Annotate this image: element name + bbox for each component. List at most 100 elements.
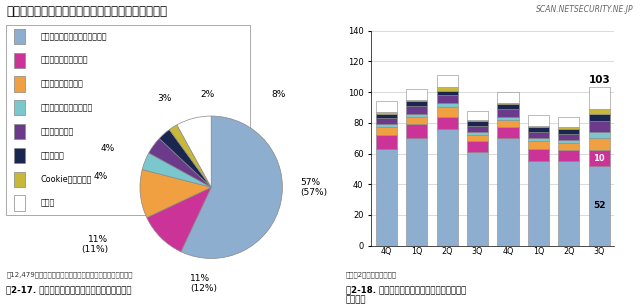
Text: その他: その他 xyxy=(40,199,54,208)
Bar xyxy=(467,120,488,121)
Bar xyxy=(436,117,458,129)
Text: 図2-17. 届出累計の脆弱性がもたらす影響別割合: 図2-17. 届出累計の脆弱性がもたらす影響別割合 xyxy=(6,285,132,294)
Text: なりすまし: なりすまし xyxy=(40,151,64,160)
Bar xyxy=(406,89,428,100)
Bar xyxy=(497,117,518,120)
Text: （12,479件の内訳、グラフの括弧内は前四半期までの数字）: （12,479件の内訳、グラフの括弧内は前四半期までの数字） xyxy=(6,272,133,278)
Bar xyxy=(13,172,26,187)
Text: 2%: 2% xyxy=(200,90,215,99)
Bar xyxy=(376,114,397,118)
Bar xyxy=(589,150,610,166)
Bar xyxy=(436,129,458,246)
Wedge shape xyxy=(147,187,211,252)
Bar xyxy=(13,52,26,68)
Bar xyxy=(528,149,549,161)
Text: 57%
(57%): 57% (57%) xyxy=(300,177,327,197)
Bar xyxy=(558,140,579,143)
Bar xyxy=(376,112,397,114)
Bar xyxy=(406,138,428,246)
Bar xyxy=(467,111,488,120)
Bar xyxy=(558,129,579,134)
Bar xyxy=(406,124,428,138)
Bar xyxy=(467,152,488,246)
Text: 10: 10 xyxy=(593,154,605,163)
Bar xyxy=(497,92,518,103)
Text: データの改ざん、消去: データの改ざん、消去 xyxy=(40,56,88,65)
Bar xyxy=(528,115,549,126)
Wedge shape xyxy=(181,116,282,258)
Text: 103: 103 xyxy=(588,75,610,85)
Text: サーバ内ファイルの漏洩: サーバ内ファイルの漏洩 xyxy=(40,103,93,112)
Bar xyxy=(436,103,458,107)
Text: 4%: 4% xyxy=(100,144,115,153)
Bar xyxy=(13,29,26,44)
Bar xyxy=(376,127,397,135)
Bar xyxy=(558,127,579,129)
Text: 11%
(11%): 11% (11%) xyxy=(81,235,108,254)
Bar xyxy=(467,121,488,126)
Wedge shape xyxy=(177,116,211,187)
Bar xyxy=(558,143,579,150)
Bar xyxy=(589,109,610,114)
Bar xyxy=(589,114,610,121)
Wedge shape xyxy=(159,130,211,187)
Bar xyxy=(13,100,26,115)
Bar xyxy=(558,117,579,127)
Bar xyxy=(528,138,549,141)
Wedge shape xyxy=(170,125,211,187)
Bar xyxy=(497,103,518,104)
Text: 図2-18. 四半期ごとの脆弱性がもたらす影響別
届出件数: 図2-18. 四半期ごとの脆弱性がもたらす影響別 届出件数 xyxy=(346,285,466,304)
Bar xyxy=(436,87,458,91)
Bar xyxy=(376,124,397,127)
Text: 4%: 4% xyxy=(93,172,108,181)
Bar xyxy=(467,132,488,135)
Text: 8%: 8% xyxy=(272,90,286,99)
Bar xyxy=(528,126,549,127)
Bar xyxy=(406,101,428,106)
Bar xyxy=(436,91,458,95)
Text: 個人情報の漏洩: 個人情報の漏洩 xyxy=(40,127,74,136)
Bar xyxy=(528,161,549,246)
Bar xyxy=(558,134,579,140)
Bar xyxy=(589,166,610,246)
Bar xyxy=(13,124,26,139)
Bar xyxy=(376,118,397,124)
Bar xyxy=(406,100,428,101)
Text: ウェブサイトの脆弱性がもたらす影響別の届出状況: ウェブサイトの脆弱性がもたらす影響別の届出状況 xyxy=(6,5,168,17)
Bar xyxy=(497,120,518,127)
Bar xyxy=(467,126,488,132)
Bar xyxy=(497,109,518,117)
Bar xyxy=(436,95,458,103)
Bar xyxy=(558,150,579,161)
Text: SCAN.NETSECURITY.NE.JP: SCAN.NETSECURITY.NE.JP xyxy=(536,5,634,14)
Bar xyxy=(406,106,428,114)
Bar xyxy=(558,161,579,246)
Text: ドメイン情報の挿入: ドメイン情報の挿入 xyxy=(40,80,83,88)
Bar xyxy=(13,148,26,163)
Text: 52: 52 xyxy=(593,201,605,210)
Bar xyxy=(467,141,488,152)
Bar xyxy=(376,149,397,246)
Text: 本物サイト上への偽情報の表示: 本物サイト上への偽情報の表示 xyxy=(40,32,107,41)
Bar xyxy=(589,138,610,150)
Bar xyxy=(436,107,458,117)
Wedge shape xyxy=(140,169,211,218)
Text: （過去2年間の届出内訳）: （過去2年間の届出内訳） xyxy=(346,272,397,278)
Bar xyxy=(376,101,397,112)
Bar xyxy=(528,127,549,132)
Bar xyxy=(376,135,397,149)
Text: Cookie情報の漏洩: Cookie情報の漏洩 xyxy=(40,175,92,184)
Bar xyxy=(406,117,428,124)
Bar xyxy=(467,135,488,141)
Text: 3%: 3% xyxy=(157,94,172,103)
Bar xyxy=(406,114,428,117)
Wedge shape xyxy=(148,138,211,187)
Bar xyxy=(497,104,518,109)
Bar xyxy=(528,132,549,138)
Bar xyxy=(497,127,518,138)
Bar xyxy=(497,138,518,246)
Text: 11%
(12%): 11% (12%) xyxy=(190,274,217,293)
Wedge shape xyxy=(142,153,211,187)
Bar xyxy=(13,195,26,211)
Bar xyxy=(528,141,549,149)
